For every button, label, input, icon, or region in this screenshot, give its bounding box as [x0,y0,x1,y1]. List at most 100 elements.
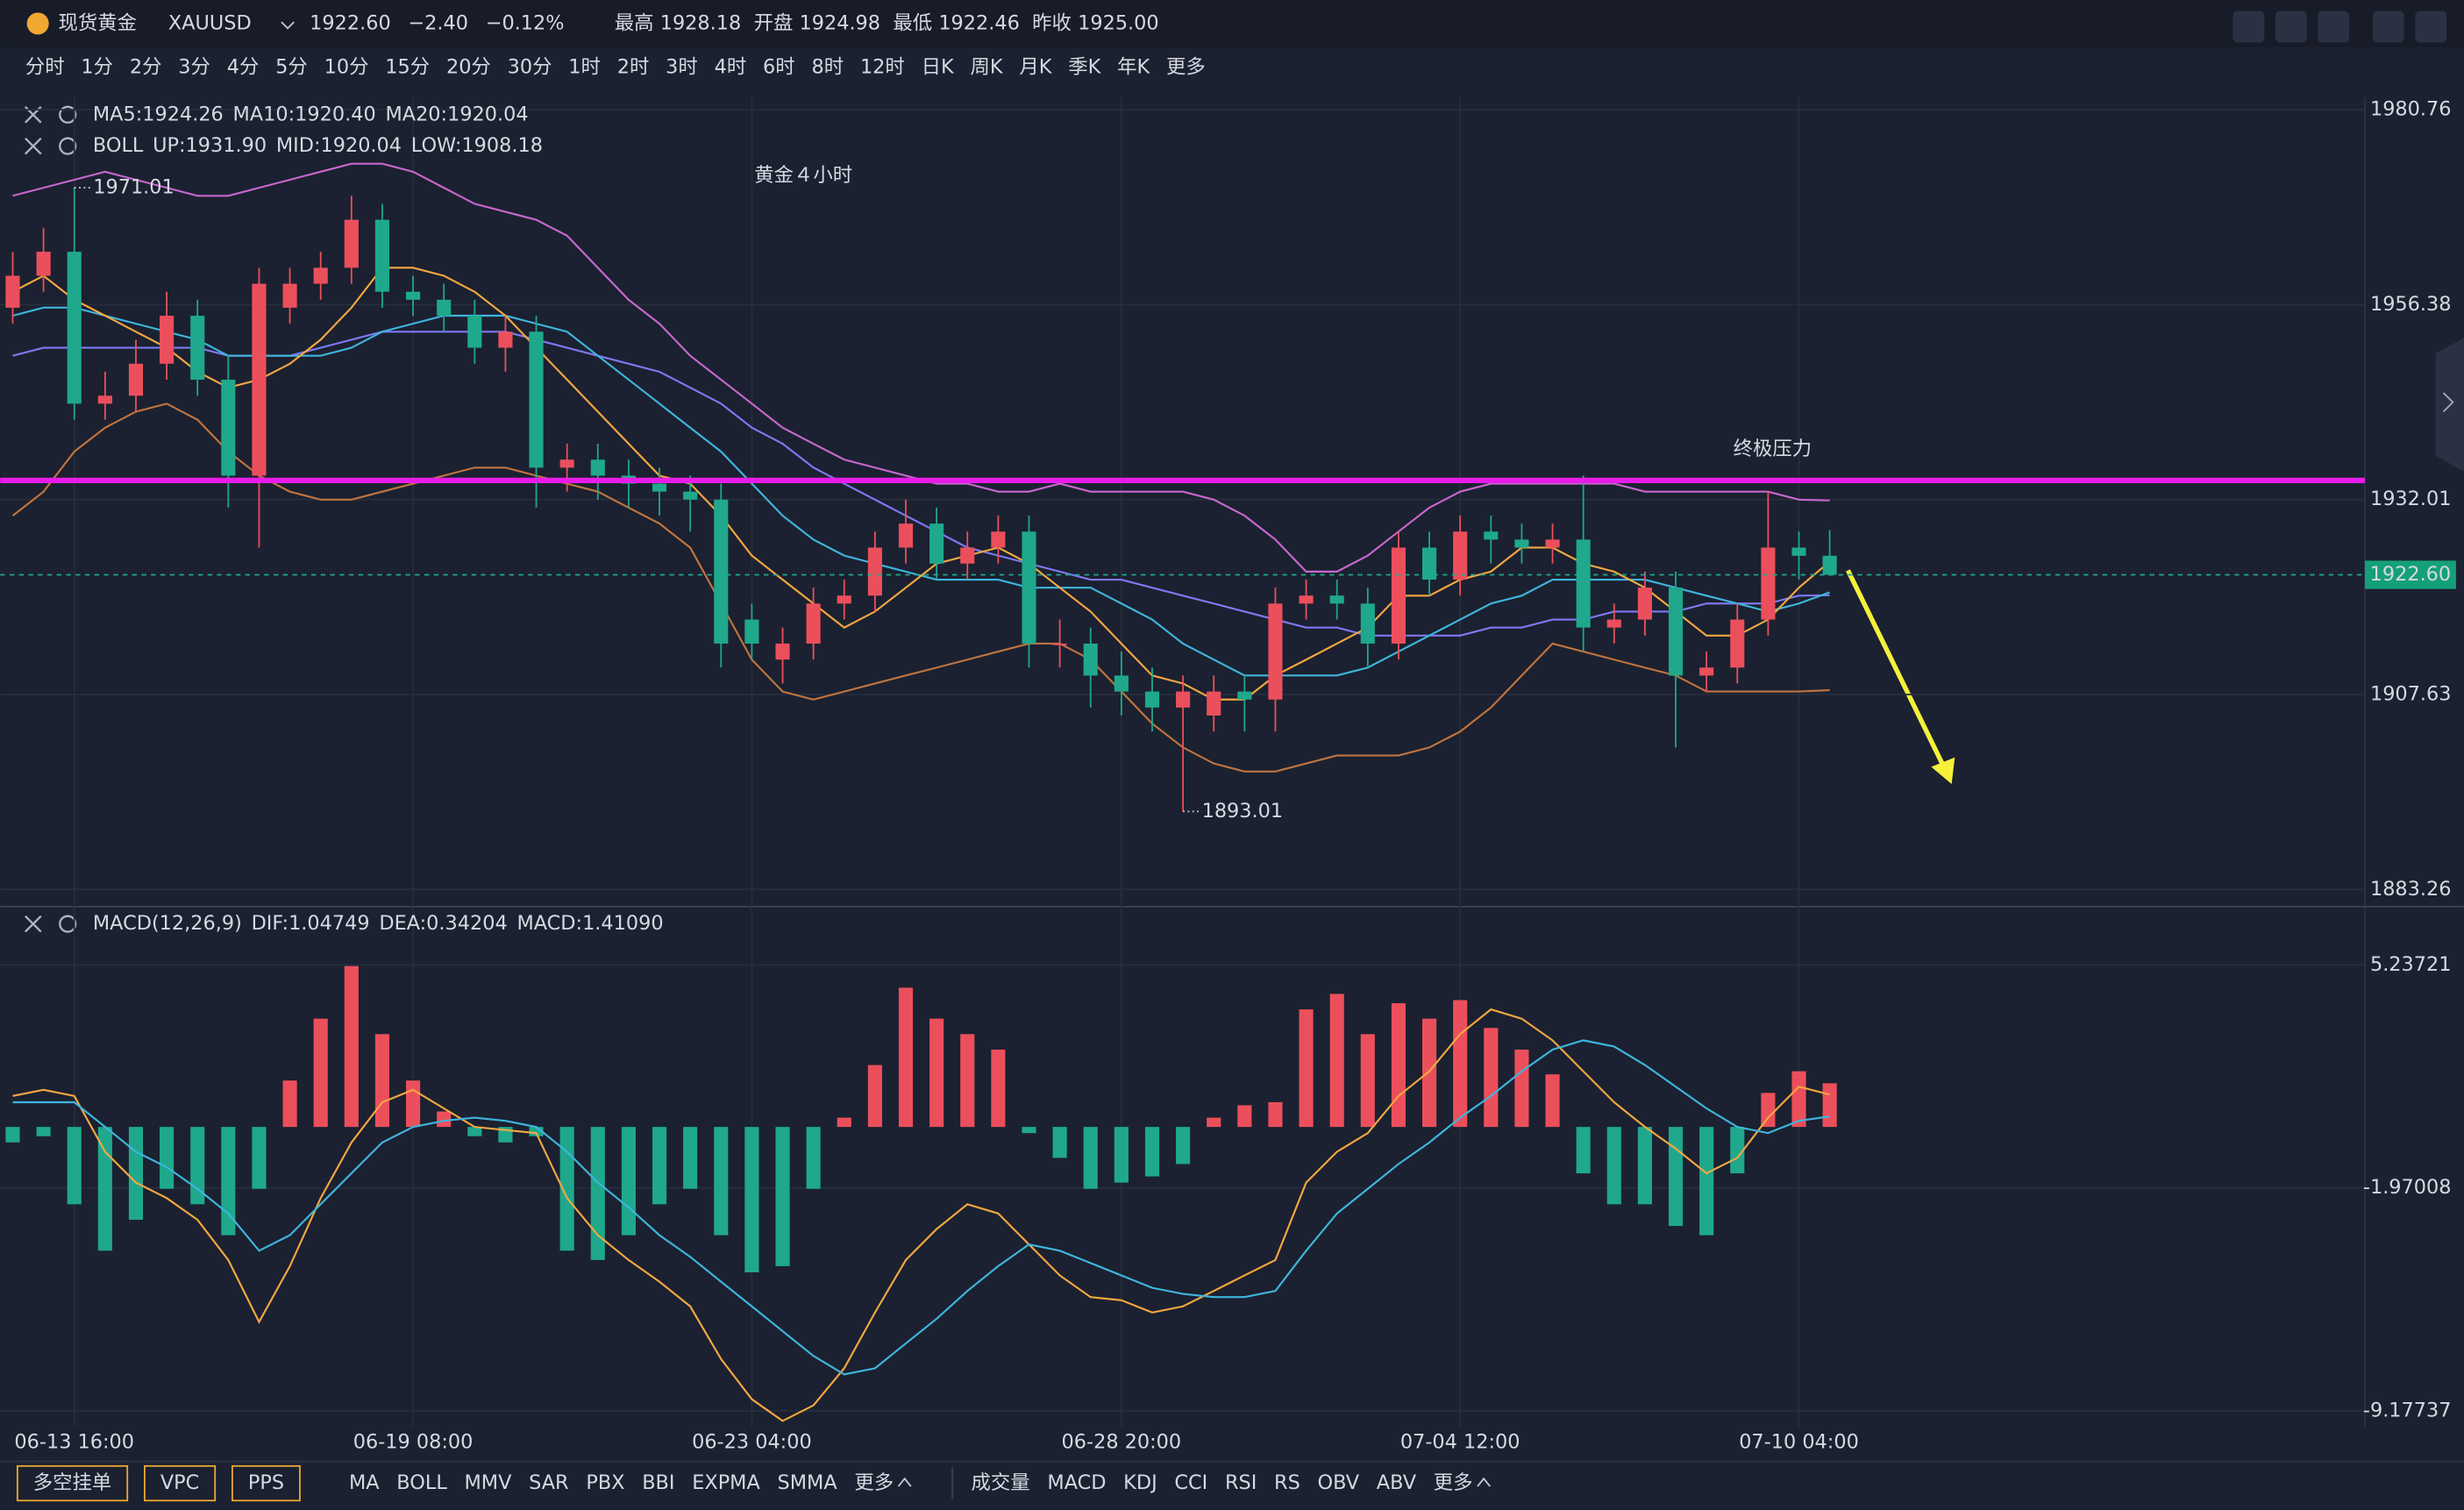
macd-bar [1514,1049,1529,1128]
candle-body [1237,691,1252,700]
overlay-indicator[interactable]: BOLL [396,1471,447,1494]
sub-indicator[interactable]: 更多 [1434,1471,1473,1494]
price-tag [2364,560,2456,589]
sub-indicator[interactable]: KDJ [1123,1471,1157,1494]
candle-body [221,380,236,476]
macd-bar [1699,1127,1714,1236]
timeframe-tab[interactable]: 5分 [275,56,308,79]
timeframe-tab[interactable]: 日K [922,56,955,79]
macd-bar [67,1127,82,1205]
sub-indicator[interactable]: CCI [1174,1471,1207,1494]
candle-body [744,619,759,644]
timeframe-tab[interactable]: 4分 [227,56,260,79]
close-icon[interactable] [25,137,42,155]
macd-bar [1237,1105,1252,1128]
candle-body [1268,603,1283,700]
settings-icon[interactable] [59,915,77,933]
timeframe-tab[interactable]: 3分 [178,56,210,79]
sub-indicator[interactable]: OBV [1318,1471,1360,1494]
macd-bar [313,1018,328,1128]
candle-body [1299,595,1314,604]
arrow-shaft [1846,569,1948,772]
sub-indicator[interactable]: 成交量 [972,1471,1030,1494]
stat-label: 最低 [893,11,932,34]
tool-icon[interactable] [2318,11,2350,43]
candle-body [282,283,297,308]
candle-body [1360,603,1375,644]
close-icon[interactable] [25,915,42,933]
timeframe-tab[interactable]: 更多 [1166,56,1206,79]
sub-indicator[interactable]: RSI [1225,1471,1257,1494]
overlay-indicator[interactable]: SAR [529,1471,568,1494]
timeframe-tab[interactable]: 季K [1068,56,1101,79]
legend-item: MA20:1920.04 [385,103,528,125]
overlay-indicator[interactable]: 更多 [854,1471,894,1494]
sub-indicator[interactable]: MACD [1047,1471,1106,1494]
timeframe-tab[interactable]: 1时 [568,56,601,79]
timeframe-tab[interactable]: 2分 [130,56,162,79]
timeframe-tab[interactable]: 6时 [763,56,795,79]
overlay-indicator[interactable]: BBI [642,1471,674,1494]
bottom-button-label[interactable]: PPS [248,1471,284,1494]
overlay-indicator[interactable]: MMV [465,1471,513,1494]
y-tick-label: -1.97008 [2363,1176,2452,1199]
timeframe-tab[interactable]: 1分 [81,56,113,79]
sub-indicator[interactable]: ABV [1377,1471,1417,1494]
dropdown-caret[interactable] [281,21,295,30]
bottom-button[interactable] [16,1464,129,1502]
sub-indicator[interactable]: RS [1274,1471,1300,1494]
tool-icon[interactable] [2275,11,2307,43]
bottom-button[interactable] [144,1464,217,1502]
timeframe-tab[interactable]: 15分 [385,56,430,79]
overlay-indicator[interactable]: MA [349,1471,380,1494]
overlay-indicator[interactable]: SMMA [778,1471,838,1494]
tool-icon[interactable] [2372,11,2404,43]
overlay-indicator[interactable]: PBX [586,1471,624,1494]
settings-icon[interactable] [59,105,77,124]
macd-bar [714,1127,729,1236]
candle-body [1576,539,1591,628]
overlay-indicator[interactable]: EXPMA [692,1471,760,1494]
macd-bar [1391,1003,1406,1128]
macd-bar [1052,1127,1067,1158]
settings-icon[interactable] [59,137,77,155]
symbol-icon [26,12,49,35]
bottom-button-label[interactable]: VPC [160,1471,199,1494]
candle-body [374,219,390,292]
tool-icon[interactable] [2415,11,2447,43]
bottom-button-label[interactable]: 多空挂单 [33,1471,112,1494]
y-tick-label: 1907.63 [2370,683,2452,706]
timeframe-tab[interactable]: 3时 [666,56,698,79]
candle-body [1514,539,1529,548]
candle-body [1761,547,1776,620]
candle-body [1484,531,1499,540]
candle-body [5,275,20,308]
timeframe-tab[interactable]: 8时 [812,56,844,79]
toolbar-icons[interactable] [2233,11,2447,43]
tool-icon[interactable] [2233,11,2265,43]
timeframe-tab[interactable]: 30分 [508,56,552,79]
timeframe-tab[interactable]: 年K [1117,56,1150,79]
macd-bar [1360,1034,1375,1128]
macd-bar [1576,1127,1591,1174]
macd-bar [652,1127,667,1205]
timeframe-tab[interactable]: 20分 [446,56,491,79]
candle-body [1207,691,1221,716]
candle-body [1606,619,1621,628]
bottom-button[interactable] [231,1464,301,1502]
timeframe-tab[interactable]: 10分 [324,56,369,79]
macd-bar [282,1080,297,1128]
timeframe-tab[interactable]: 周K [970,56,1003,79]
legend-item: BOLL [93,134,144,157]
timeframe-tab[interactable]: 月K [1019,56,1052,79]
timeframe-tab[interactable]: 4时 [715,56,747,79]
candle-body [36,252,51,276]
timeframe-tab[interactable]: 分时 [25,56,65,79]
timeframe-tab[interactable]: 12时 [860,56,905,79]
legend-item: UP:1931.90 [153,134,267,157]
macd-bar [1637,1127,1652,1205]
candle-body [1391,547,1406,644]
candle-body [529,331,544,468]
timeframe-tab[interactable]: 2时 [617,56,650,79]
stat-label: 昨收 [1032,11,1072,34]
